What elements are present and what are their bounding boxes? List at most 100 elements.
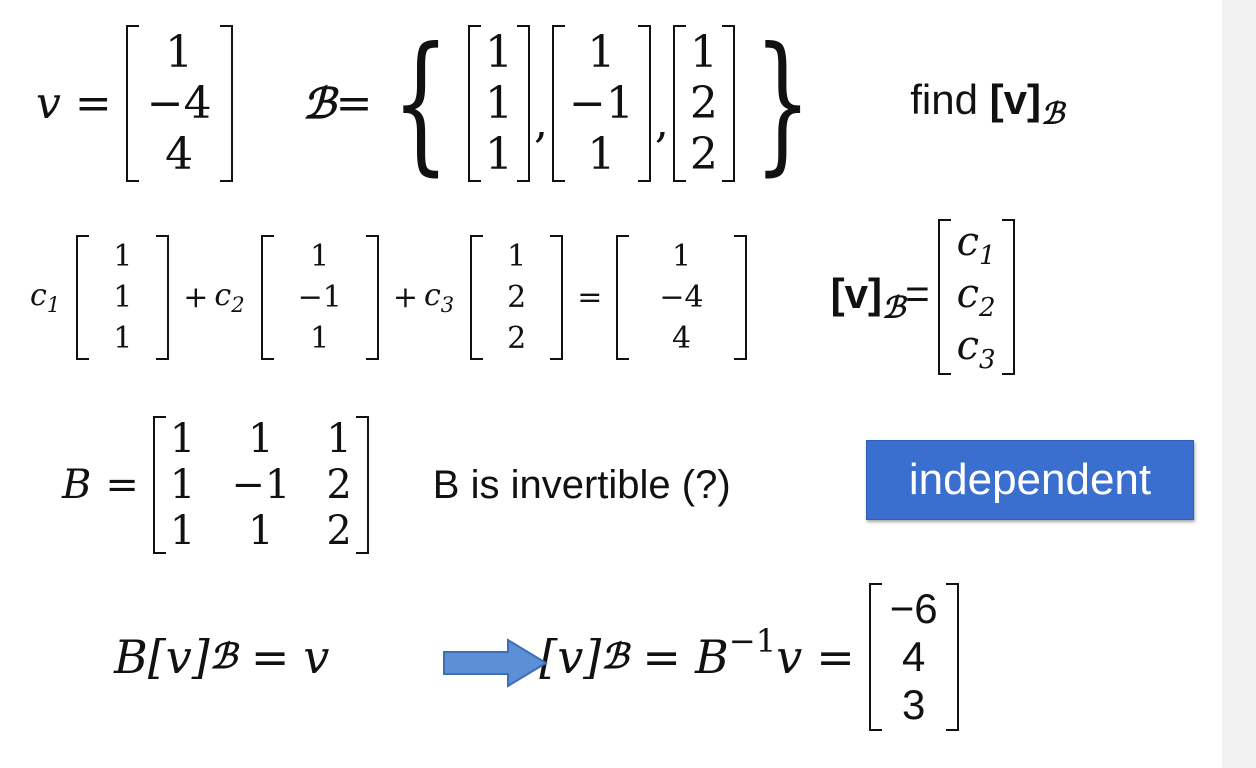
basis-vector-2: 1 −1 1 <box>551 24 651 182</box>
basis-entry: 1 <box>484 128 513 180</box>
rhs-column: 1 −4 4 <box>616 234 747 360</box>
matrix-entry: −1 <box>231 462 291 508</box>
right-bracket <box>516 24 530 182</box>
equals-sign: = <box>577 279 603 315</box>
result-entries: −6 4 3 <box>882 583 946 731</box>
column-entries: 1 2 2 <box>483 235 550 360</box>
basis-vector-entries: 1 1 1 <box>481 25 517 182</box>
result-entry: −6 <box>889 585 938 632</box>
matrix-entry: 1 <box>248 416 274 462</box>
arrow-shape <box>443 638 548 688</box>
matrix-entry: 2 <box>326 508 352 554</box>
column-entry: 1 <box>507 238 527 274</box>
column-entry: 1 <box>113 238 133 274</box>
matrix-entry: 2 <box>326 462 352 508</box>
matrix-entry: 1 <box>248 508 274 554</box>
basis-vector-entries: 1 −1 1 <box>565 25 638 182</box>
v-entries: 1 −4 4 <box>139 25 220 182</box>
lhs-coord-bracket: [v] <box>147 630 210 684</box>
left-bracket <box>467 24 481 182</box>
right-bracket <box>156 234 170 360</box>
right-bracket <box>355 416 369 554</box>
comma: , <box>654 97 669 148</box>
basis-vector-entries: 1 2 2 <box>686 25 722 182</box>
column-entry: 2 <box>507 320 527 356</box>
v-label: v <box>36 77 61 129</box>
b-label: B <box>62 462 92 508</box>
coord-entries: c1 c2 c3 <box>951 219 1002 375</box>
column-entry: 1 <box>310 320 330 356</box>
column-entry: 1 <box>113 320 133 356</box>
basis-entry: 2 <box>689 128 718 180</box>
right-bracket <box>637 24 651 182</box>
column-entry: 1 <box>671 238 692 274</box>
matrix-entry: 1 <box>169 416 196 462</box>
b-matrix: 1 1 1 1 −1 2 1 1 2 <box>152 416 369 554</box>
right-bracket <box>550 234 564 360</box>
row-solution: B [v] ℬ = v [v] ℬ = B −1 v = −6 4 3 <box>114 572 959 742</box>
left-bracket <box>937 219 951 375</box>
invertible-note: B is invertible (?) <box>432 462 731 507</box>
v-entry: −4 <box>146 77 212 129</box>
column-entry: 2 <box>507 279 527 315</box>
right-bracket <box>365 234 379 360</box>
left-bracket <box>672 24 686 182</box>
left-bracket <box>551 24 565 182</box>
left-bracket <box>470 234 484 360</box>
basis-entry: 1 <box>689 26 718 78</box>
coef-c1: c1 <box>30 277 61 317</box>
column-entries: 1 −1 1 <box>274 235 366 360</box>
equals-sign: = <box>105 462 139 508</box>
coord-entry: c2 <box>956 271 996 323</box>
column-entry: −1 <box>297 279 342 315</box>
left-bracket <box>125 24 139 182</box>
left-bracket <box>76 234 90 360</box>
basis-column-2: 1 −1 1 <box>260 234 379 360</box>
comma: , <box>533 97 548 148</box>
plus-sign: + <box>183 279 209 315</box>
row-definition: v = 1 −4 4 ℬ = { 1 1 1 , 1 −1 1 , <box>36 15 1064 190</box>
result-equals: = <box>816 630 855 684</box>
plus-sign: + <box>392 279 418 315</box>
column-entries: 1 1 1 <box>89 235 156 360</box>
rhs-subscript: ℬ <box>601 637 629 677</box>
coord-vector: c1 c2 c3 <box>937 219 1015 375</box>
left-bracket <box>868 583 882 731</box>
rhs-v: v <box>776 630 803 684</box>
implies-arrow-icon <box>443 638 548 688</box>
right-gutter <box>1222 0 1256 768</box>
rhs-coord-bracket: [v] <box>539 630 602 684</box>
right-bracket <box>1001 219 1015 375</box>
column-entry: 1 <box>310 238 330 274</box>
left-brace: { <box>391 15 449 190</box>
matrix-entry: 1 <box>169 508 196 554</box>
basis-label: ℬ <box>302 78 336 128</box>
basis-entry: 1 <box>484 77 513 129</box>
rhs-b: B <box>694 630 729 684</box>
matrix-entry: 1 <box>169 462 196 508</box>
result-entry: 3 <box>902 681 926 728</box>
left-bracket <box>152 416 166 554</box>
lhs-equals: = <box>250 630 290 684</box>
v-entry: 4 <box>165 128 194 180</box>
right-brace: } <box>753 15 812 190</box>
basis-entry: 1 <box>587 26 616 78</box>
find-v: [v] <box>989 75 1041 123</box>
v-entry: 1 <box>165 26 194 78</box>
left-bracket <box>260 234 274 360</box>
b-matrix-entries: 1 1 1 1 −1 2 1 1 2 <box>166 416 356 554</box>
find-prompt: find [v]ℬ <box>910 76 1064 130</box>
coef-c3: c3 <box>423 277 455 317</box>
right-bracket <box>219 24 233 182</box>
result-entry: 4 <box>902 633 926 680</box>
result-vector: −6 4 3 <box>868 583 959 731</box>
basis-equals: = <box>335 77 373 129</box>
row-matrix-b: B = 1 1 1 1 −1 2 1 1 2 B is invertible (… <box>62 415 731 555</box>
lhs-subscript: ℬ <box>209 637 237 677</box>
right-bracket <box>945 583 959 731</box>
equals-sign: = <box>74 77 112 129</box>
coord-entry: c1 <box>956 219 996 271</box>
right-bracket <box>721 24 735 182</box>
inverse-exponent: −1 <box>728 622 777 660</box>
basis-vector-3: 1 2 2 <box>672 24 735 182</box>
